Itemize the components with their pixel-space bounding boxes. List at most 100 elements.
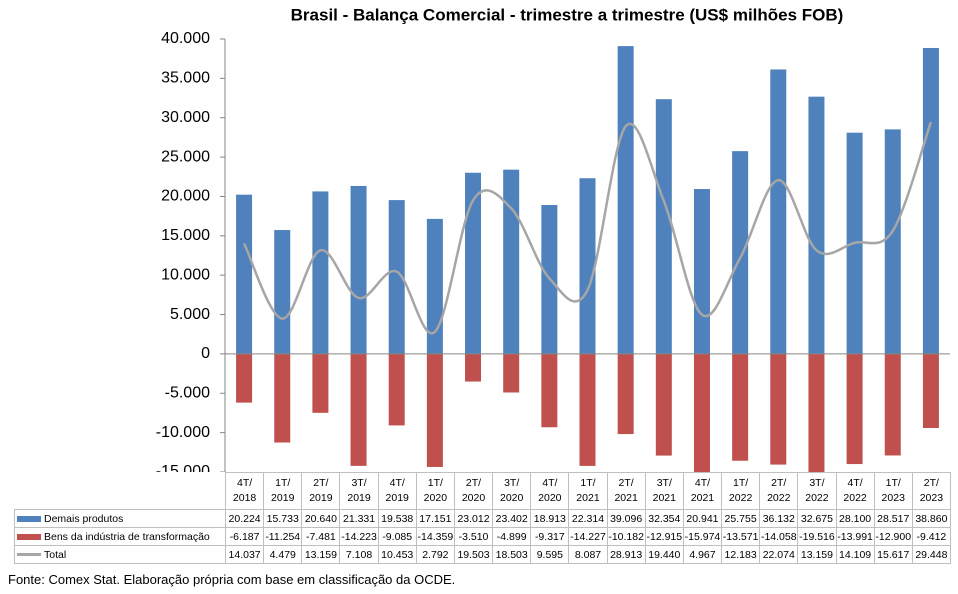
series-row: Bens da indústria de transformação -6.187… xyxy=(14,527,951,546)
data-label: 29.448 xyxy=(911,545,951,564)
bar xyxy=(236,353,253,403)
data-label: 23.402 xyxy=(492,509,532,528)
data-label: -9.412 xyxy=(911,527,951,546)
bar xyxy=(846,353,863,465)
data-label: 20.640 xyxy=(301,509,341,528)
data-label: 22.074 xyxy=(759,545,799,564)
data-label: 19.503 xyxy=(453,545,494,564)
data-label: -7.481 xyxy=(301,527,341,546)
data-table: 4T/ 2018 1T/ 2019 2T/ 2019 3T/ 2019 4T/ 2019… xyxy=(14,472,951,564)
x-tick-label: 2T/ 2022 xyxy=(759,472,799,510)
x-tick-label: 3T/ 2021 xyxy=(644,472,684,510)
legend-item: Bens da indústria de transformação xyxy=(14,527,226,546)
x-tick-label: 4T/ 2021 xyxy=(682,472,723,510)
data-label: -14.359 xyxy=(415,527,455,546)
data-label: 4.967 xyxy=(682,545,723,564)
x-tick-label: 2T/ 2020 xyxy=(453,472,494,510)
bar xyxy=(808,353,825,472)
data-label: 14.037 xyxy=(224,545,265,564)
line xyxy=(242,121,933,335)
bar xyxy=(465,172,482,354)
data-label: 9.595 xyxy=(530,545,570,564)
data-label: 23.012 xyxy=(453,509,494,528)
data-label: -15.974 xyxy=(682,527,723,546)
bar xyxy=(426,353,443,467)
data-label: 8.087 xyxy=(568,545,608,564)
data-label: -13.571 xyxy=(721,527,761,546)
data-label: 28.517 xyxy=(873,509,913,528)
data-label: 39.096 xyxy=(606,509,646,528)
data-label: 28.913 xyxy=(606,545,646,564)
bar xyxy=(503,353,520,393)
x-tick-label: 2T/ 2021 xyxy=(606,472,646,510)
data-label: -14.058 xyxy=(759,527,799,546)
legend-label: Bens da indústria de transformação xyxy=(44,530,210,543)
y-tick-label: -10.000 xyxy=(156,424,210,441)
x-tick-label: 4T/ 2018 xyxy=(224,472,265,510)
data-label: 17.151 xyxy=(415,509,455,528)
y-tick-label: 15.000 xyxy=(161,227,210,244)
data-label: 4.479 xyxy=(263,545,303,564)
y-tick-label: 40.000 xyxy=(161,30,210,47)
x-tick-label: 1T/ 2023 xyxy=(873,472,913,510)
category-row: 4T/ 2018 1T/ 2019 2T/ 2019 3T/ 2019 4T/ 2019… xyxy=(15,472,951,510)
bar xyxy=(388,200,405,354)
bar xyxy=(579,353,596,466)
bar xyxy=(732,353,749,461)
bar xyxy=(274,230,291,354)
series-row: Demais produtos 20.224 15.733 20.640 21.331 1… xyxy=(14,509,951,528)
data-label: 18.913 xyxy=(530,509,570,528)
bar xyxy=(312,353,329,413)
y-tick-label: -15.000 xyxy=(156,463,210,472)
data-label: 15.617 xyxy=(873,545,913,564)
x-tick-label: 1T/ 2021 xyxy=(568,472,608,510)
y-tick-label: 25.000 xyxy=(161,148,210,165)
x-tick-label: 1T/ 2022 xyxy=(721,472,761,510)
legend-label: Demais produtos xyxy=(44,512,124,525)
bar xyxy=(922,353,939,429)
data-label: 20.941 xyxy=(682,509,723,528)
chart: Brasil - Balança Comercial - trimestre a… xyxy=(156,5,950,472)
bar xyxy=(465,353,482,382)
blank-cell xyxy=(15,473,226,510)
x-tick-label: 1T/ 2020 xyxy=(415,472,455,510)
bar xyxy=(655,353,672,456)
bar xyxy=(655,99,672,354)
bar xyxy=(579,178,596,354)
bar xyxy=(312,191,329,354)
y-tick-label: 35.000 xyxy=(161,70,210,87)
data-label: -9.317 xyxy=(530,527,570,546)
x-tick-label: 1T/ 2019 xyxy=(263,472,303,510)
legend-swatch xyxy=(17,533,41,540)
y-tick-label: 10.000 xyxy=(161,266,210,283)
data-label: 28.100 xyxy=(835,509,875,528)
bar xyxy=(426,218,443,354)
data-label: 21.331 xyxy=(339,509,379,528)
bar xyxy=(693,353,710,472)
bar xyxy=(770,69,787,354)
data-label: -4.899 xyxy=(492,527,532,546)
data-label: 20.224 xyxy=(224,509,265,528)
data-label: 32.354 xyxy=(644,509,684,528)
bar xyxy=(770,353,787,465)
bar xyxy=(617,353,634,435)
data-label: -12.900 xyxy=(873,527,913,546)
data-label: 36.132 xyxy=(759,509,799,528)
bar xyxy=(236,194,253,354)
data-label: 25.755 xyxy=(721,509,761,528)
data-label: -3.510 xyxy=(453,527,494,546)
x-tick-label: 4T/ 2019 xyxy=(377,472,417,510)
legend-item: Demais produtos xyxy=(14,509,226,528)
bar xyxy=(350,185,367,354)
data-label: 2.792 xyxy=(415,545,455,564)
data-label: -19.516 xyxy=(797,527,837,546)
y-tick-label: -5.000 xyxy=(165,384,210,401)
data-label: -14.223 xyxy=(339,527,379,546)
x-tick-label: 4T/ 2022 xyxy=(835,472,875,510)
data-label: 10.453 xyxy=(377,545,417,564)
data-label: 38.860 xyxy=(911,509,951,528)
y-tick-label: 5.000 xyxy=(170,306,210,323)
data-label: -9.085 xyxy=(377,527,417,546)
data-label: -12.915 xyxy=(644,527,684,546)
x-tick-label: 2T/ 2019 xyxy=(301,472,341,510)
